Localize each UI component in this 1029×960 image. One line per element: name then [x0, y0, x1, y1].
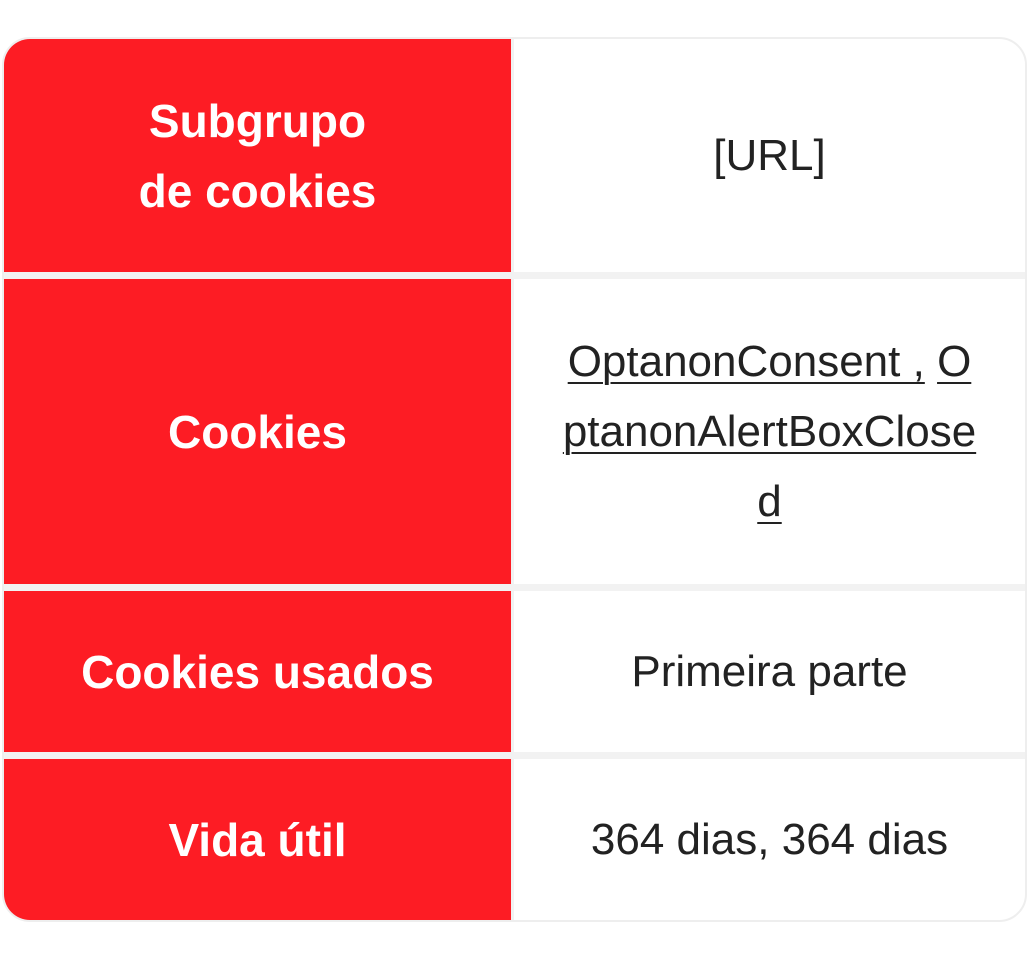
- table-row-cookies-used: Cookies usados Primeira parte: [4, 591, 1025, 752]
- row-label: Cookies usados: [4, 591, 511, 752]
- cookie-link-optanonconsent[interactable]: OptanonConsent ,: [567, 336, 925, 386]
- cookie-details-table: Subgrupo de cookies [URL] Cookies Optano…: [2, 37, 1027, 922]
- table-row-cookies: Cookies OptanonConsent , OptanonAlertBox…: [4, 279, 1025, 584]
- row-label: Subgrupo de cookies: [4, 39, 511, 272]
- row-value: Primeira parte: [514, 591, 1025, 752]
- row-label: Cookies: [4, 279, 511, 584]
- row-value: 364 dias, 364 dias: [514, 759, 1025, 920]
- row-value: OptanonConsent , OptanonAlertBoxClosed: [514, 279, 1025, 584]
- table-row-subgroup: Subgrupo de cookies [URL]: [4, 39, 1025, 272]
- table-row-lifetime: Vida útil 364 dias, 364 dias: [4, 759, 1025, 920]
- row-value: [URL]: [514, 39, 1025, 272]
- cookie-link-optanonalertboxclosed[interactable]: OptanonAlertBoxClosed: [562, 336, 977, 526]
- row-label: Vida útil: [4, 759, 511, 920]
